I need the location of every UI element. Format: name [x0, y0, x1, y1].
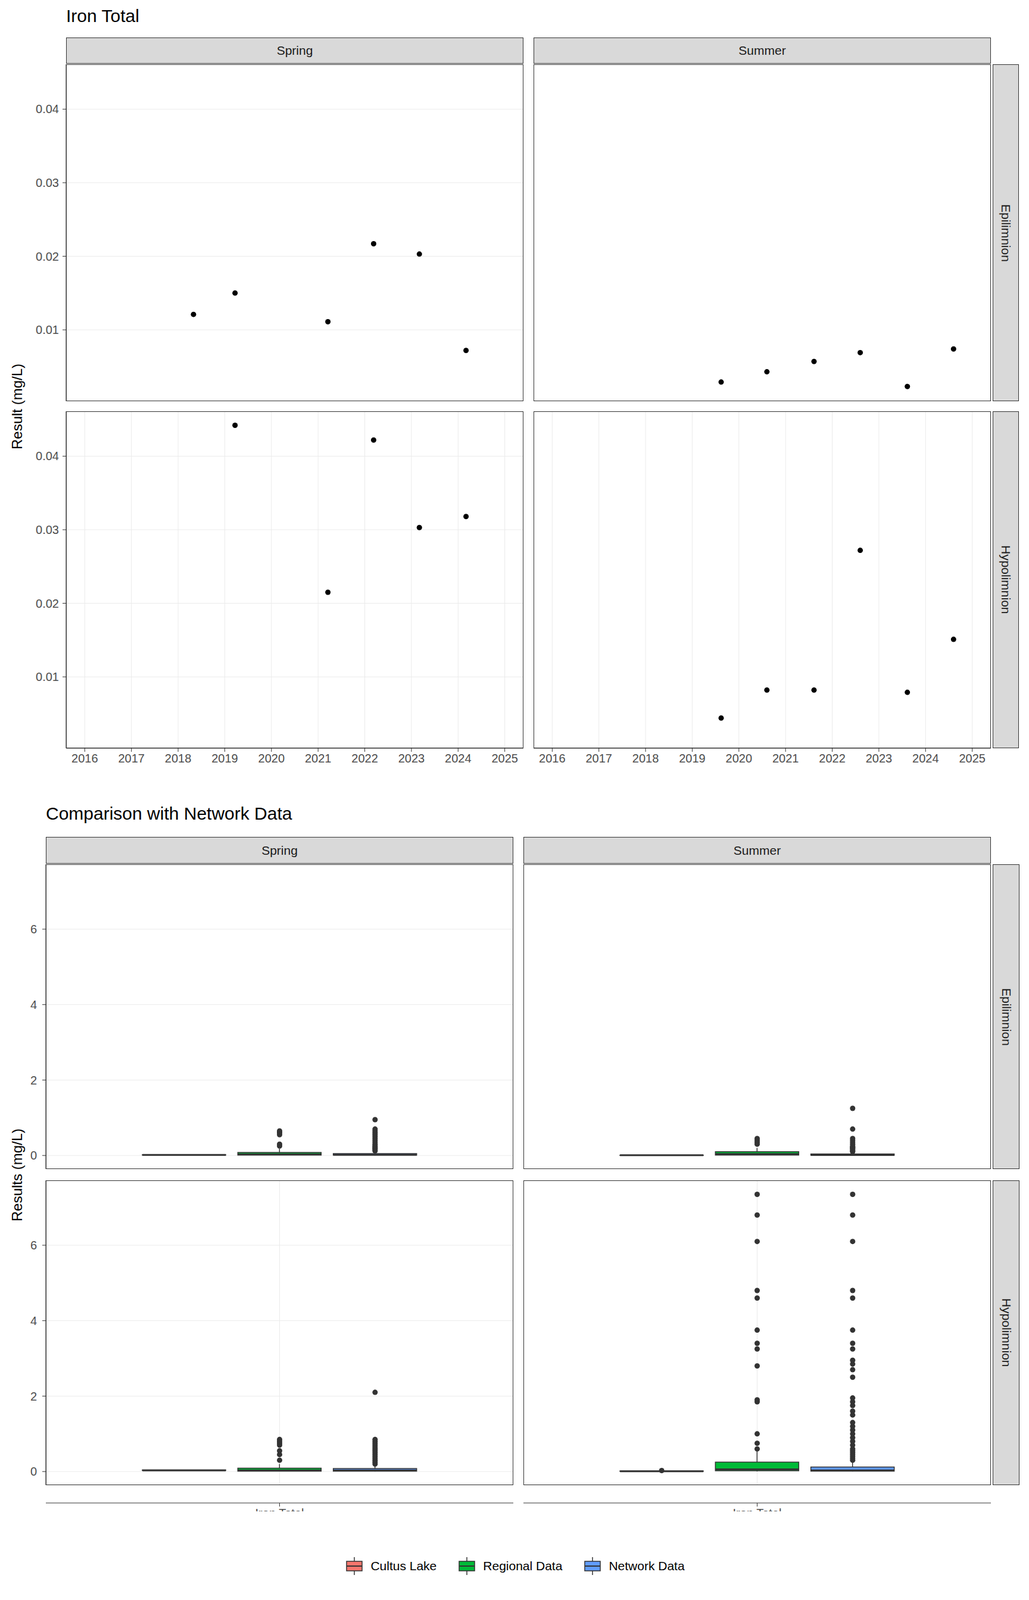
- svg-text:2017: 2017: [585, 752, 612, 766]
- svg-text:2022: 2022: [818, 752, 846, 766]
- svg-text:0: 0: [30, 1149, 37, 1163]
- html-text:Epilimnion: Epilimnion: [999, 203, 1013, 262]
- svg-text:2023: 2023: [865, 752, 893, 766]
- svg-text:0.01: 0.01: [35, 323, 59, 337]
- svg-text:2: 2: [30, 1390, 37, 1404]
- html-text:Spring: Spring: [261, 843, 298, 858]
- svg-text:2018: 2018: [164, 752, 192, 766]
- svg-text:2022: 2022: [351, 752, 379, 766]
- svg-text:0.02: 0.02: [35, 597, 59, 611]
- svg-text:6: 6: [30, 1239, 37, 1253]
- svg-text:2020: 2020: [258, 752, 286, 766]
- svg-text:2016: 2016: [71, 752, 99, 766]
- html-text:Summer: Summer: [733, 843, 781, 858]
- svg-text:4: 4: [30, 998, 37, 1012]
- html-text:Comparison with Network Data: Comparison with Network Data: [45, 803, 293, 824]
- svg-text:0: 0: [30, 1465, 37, 1479]
- svg-text:2025: 2025: [491, 752, 519, 766]
- svg-text:0.02: 0.02: [35, 250, 59, 264]
- html-text:Iron Total: Iron Total: [66, 5, 140, 26]
- svg-text:2018: 2018: [632, 752, 660, 766]
- svg-text:Iron Total: Iron Total: [255, 1507, 305, 1512]
- html-text:Network Data: Network Data: [608, 1559, 685, 1574]
- svg-text:0.03: 0.03: [35, 176, 59, 190]
- html-text:Result (mg/L): Result (mg/L): [8, 363, 26, 450]
- svg-text:2: 2: [30, 1074, 37, 1088]
- svg-text:2024: 2024: [912, 752, 940, 766]
- svg-text:2019: 2019: [678, 752, 706, 766]
- svg-text:2021: 2021: [304, 752, 332, 766]
- html-text:Regional Data: Regional Data: [483, 1559, 563, 1574]
- html-text:Hypolimnion: Hypolimnion: [999, 1298, 1014, 1368]
- html-text:Results (mg/L): Results (mg/L): [8, 1128, 26, 1222]
- svg-text:2021: 2021: [772, 752, 800, 766]
- svg-text:6: 6: [30, 923, 37, 937]
- svg-text:0.03: 0.03: [35, 523, 59, 537]
- svg-text:2025: 2025: [958, 752, 986, 766]
- svg-text:4: 4: [30, 1314, 37, 1328]
- html-text:Epilimnion: Epilimnion: [999, 988, 1014, 1046]
- svg-text:2023: 2023: [398, 752, 426, 766]
- svg-text:0.04: 0.04: [35, 102, 59, 116]
- html-text:Spring: Spring: [276, 43, 313, 58]
- svg-text:0.04: 0.04: [35, 449, 59, 463]
- svg-text:2016: 2016: [538, 752, 566, 766]
- html-text:Hypolimnion: Hypolimnion: [999, 545, 1013, 615]
- svg-text:2019: 2019: [211, 752, 239, 766]
- svg-text:0.01: 0.01: [35, 670, 59, 684]
- html-text:Summer: Summer: [738, 43, 786, 58]
- html-text:Cultus Lake: Cultus Lake: [370, 1559, 437, 1574]
- svg-text:2020: 2020: [725, 752, 753, 766]
- svg-text:2024: 2024: [444, 752, 472, 766]
- svg-text:Iron Total: Iron Total: [733, 1507, 782, 1512]
- svg-text:2017: 2017: [117, 752, 145, 766]
